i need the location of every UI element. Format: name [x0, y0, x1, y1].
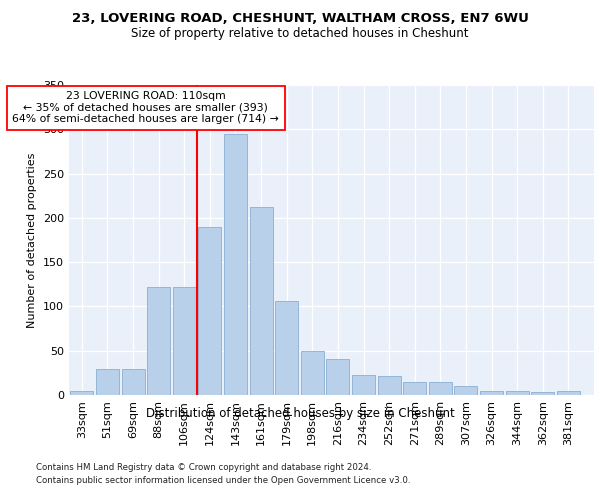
- Bar: [403, 382, 426, 395]
- Text: 23 LOVERING ROAD: 110sqm
← 35% of detached houses are smaller (393)
64% of semi-: 23 LOVERING ROAD: 110sqm ← 35% of detach…: [13, 91, 279, 124]
- Bar: [224, 134, 247, 395]
- Bar: [557, 390, 580, 395]
- Bar: [173, 287, 196, 395]
- Bar: [147, 287, 170, 395]
- Bar: [454, 386, 478, 395]
- Text: Contains public sector information licensed under the Open Government Licence v3: Contains public sector information licen…: [36, 476, 410, 485]
- Bar: [480, 392, 503, 395]
- Bar: [506, 392, 529, 395]
- Bar: [326, 358, 349, 395]
- Bar: [429, 382, 452, 395]
- Bar: [352, 374, 375, 395]
- Text: Distribution of detached houses by size in Cheshunt: Distribution of detached houses by size …: [146, 408, 454, 420]
- Text: 23, LOVERING ROAD, CHESHUNT, WALTHAM CROSS, EN7 6WU: 23, LOVERING ROAD, CHESHUNT, WALTHAM CRO…: [71, 12, 529, 26]
- Text: Size of property relative to detached houses in Cheshunt: Size of property relative to detached ho…: [131, 28, 469, 40]
- Bar: [301, 350, 324, 395]
- Bar: [531, 392, 554, 395]
- Y-axis label: Number of detached properties: Number of detached properties: [28, 152, 37, 328]
- Bar: [250, 207, 272, 395]
- Bar: [377, 376, 401, 395]
- Bar: [96, 370, 119, 395]
- Text: Contains HM Land Registry data © Crown copyright and database right 2024.: Contains HM Land Registry data © Crown c…: [36, 462, 371, 471]
- Bar: [275, 301, 298, 395]
- Bar: [70, 390, 94, 395]
- Bar: [199, 226, 221, 395]
- Bar: [121, 370, 145, 395]
